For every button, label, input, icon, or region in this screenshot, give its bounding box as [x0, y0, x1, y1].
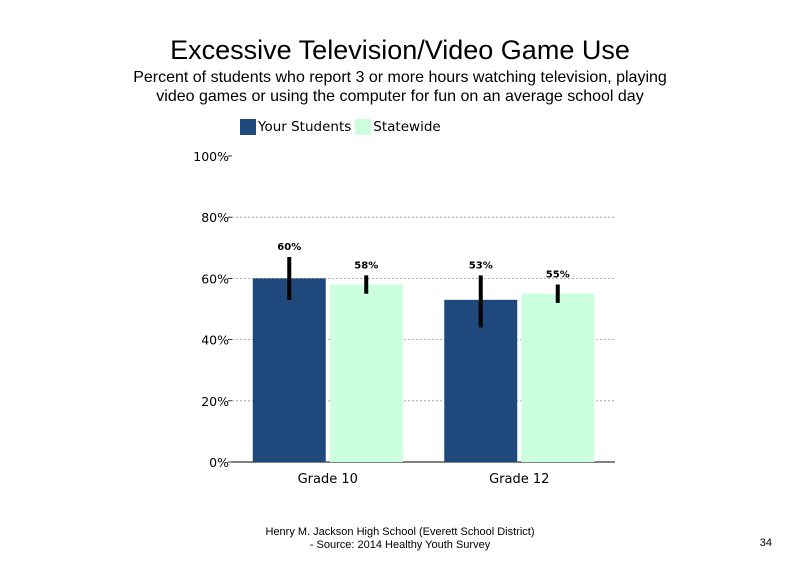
data-label: 53%	[469, 260, 493, 271]
y-tick-label: 0%	[209, 455, 229, 470]
legend-swatch-your-students	[240, 119, 256, 135]
bar	[252, 278, 326, 462]
data-label: 60%	[277, 242, 301, 253]
legend-swatch-statewide	[355, 119, 372, 135]
bar	[329, 284, 403, 462]
data-label: 58%	[354, 260, 378, 271]
x-tick-label: Grade 12	[489, 472, 549, 487]
y-tick-label: 80%	[201, 210, 229, 225]
y-tick-label: 20%	[201, 394, 229, 409]
page-number: 34	[759, 537, 772, 549]
chart-title: Excessive Television/Video Game Use	[170, 35, 630, 65]
x-tick-label: Grade 10	[298, 472, 358, 487]
footer: Henry M. Jackson High School (Everett Sc…	[200, 526, 600, 552]
legend: Your Students Statewide	[240, 117, 445, 137]
legend-label-statewide: Statewide	[373, 119, 441, 135]
legend-item-statewide: Statewide	[355, 119, 441, 135]
y-tick-label: 60%	[201, 271, 229, 286]
bar	[521, 293, 595, 462]
y-tick-label: 100%	[193, 149, 229, 164]
footer-school: Henry M. Jackson High School (Everett Sc…	[265, 526, 535, 538]
data-label: 55%	[546, 270, 570, 281]
footer-source: - Source: 2014 Healthy Youth Survey	[309, 539, 491, 551]
chart-subtitle: Percent of students who report 3 or more…	[133, 69, 667, 105]
y-tick-label: 40%	[201, 333, 229, 348]
legend-item-your-students: Your Students	[240, 119, 351, 135]
legend-label-your-students: Your Students	[258, 119, 352, 135]
